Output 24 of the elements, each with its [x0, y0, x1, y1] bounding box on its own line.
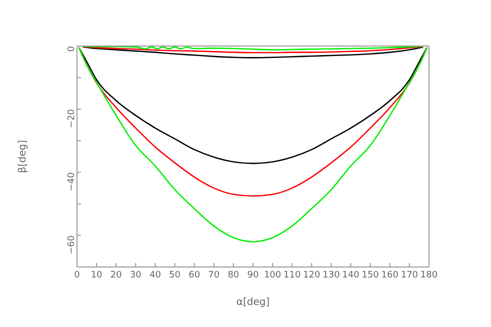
x-tick-label: 110	[284, 270, 301, 280]
x-tick-label: 170	[400, 270, 418, 280]
x-tick-label: 10	[90, 270, 103, 280]
x-tick-label: 30	[130, 270, 142, 280]
y-tick-label: −20	[67, 108, 78, 128]
x-tick-label: 80	[228, 270, 240, 280]
x-tick-label: 60	[188, 270, 200, 280]
x-tick-label: 20	[110, 270, 122, 280]
x-tick-label: 160	[381, 270, 399, 280]
x-tick-label: 70	[208, 270, 220, 280]
x-tick-label: 140	[342, 270, 360, 280]
x-tick-label: 100	[264, 270, 282, 280]
y-tick-label: −40	[67, 172, 78, 192]
x-tick-label: 150	[362, 270, 380, 280]
x-tick-label: 120	[303, 270, 321, 280]
x-axis-title: α[deg]	[236, 297, 270, 308]
x-tick-label: 130	[322, 270, 340, 280]
x-tick-label: 180	[420, 270, 438, 280]
x-tick-label: 40	[149, 270, 162, 280]
y-tick-label: 0	[67, 46, 78, 52]
y-tick-label: −60	[67, 235, 78, 254]
y-axis-title: β[deg]	[18, 140, 29, 174]
x-tick-label: 90	[247, 270, 259, 280]
x-tick-label: 50	[169, 270, 181, 280]
